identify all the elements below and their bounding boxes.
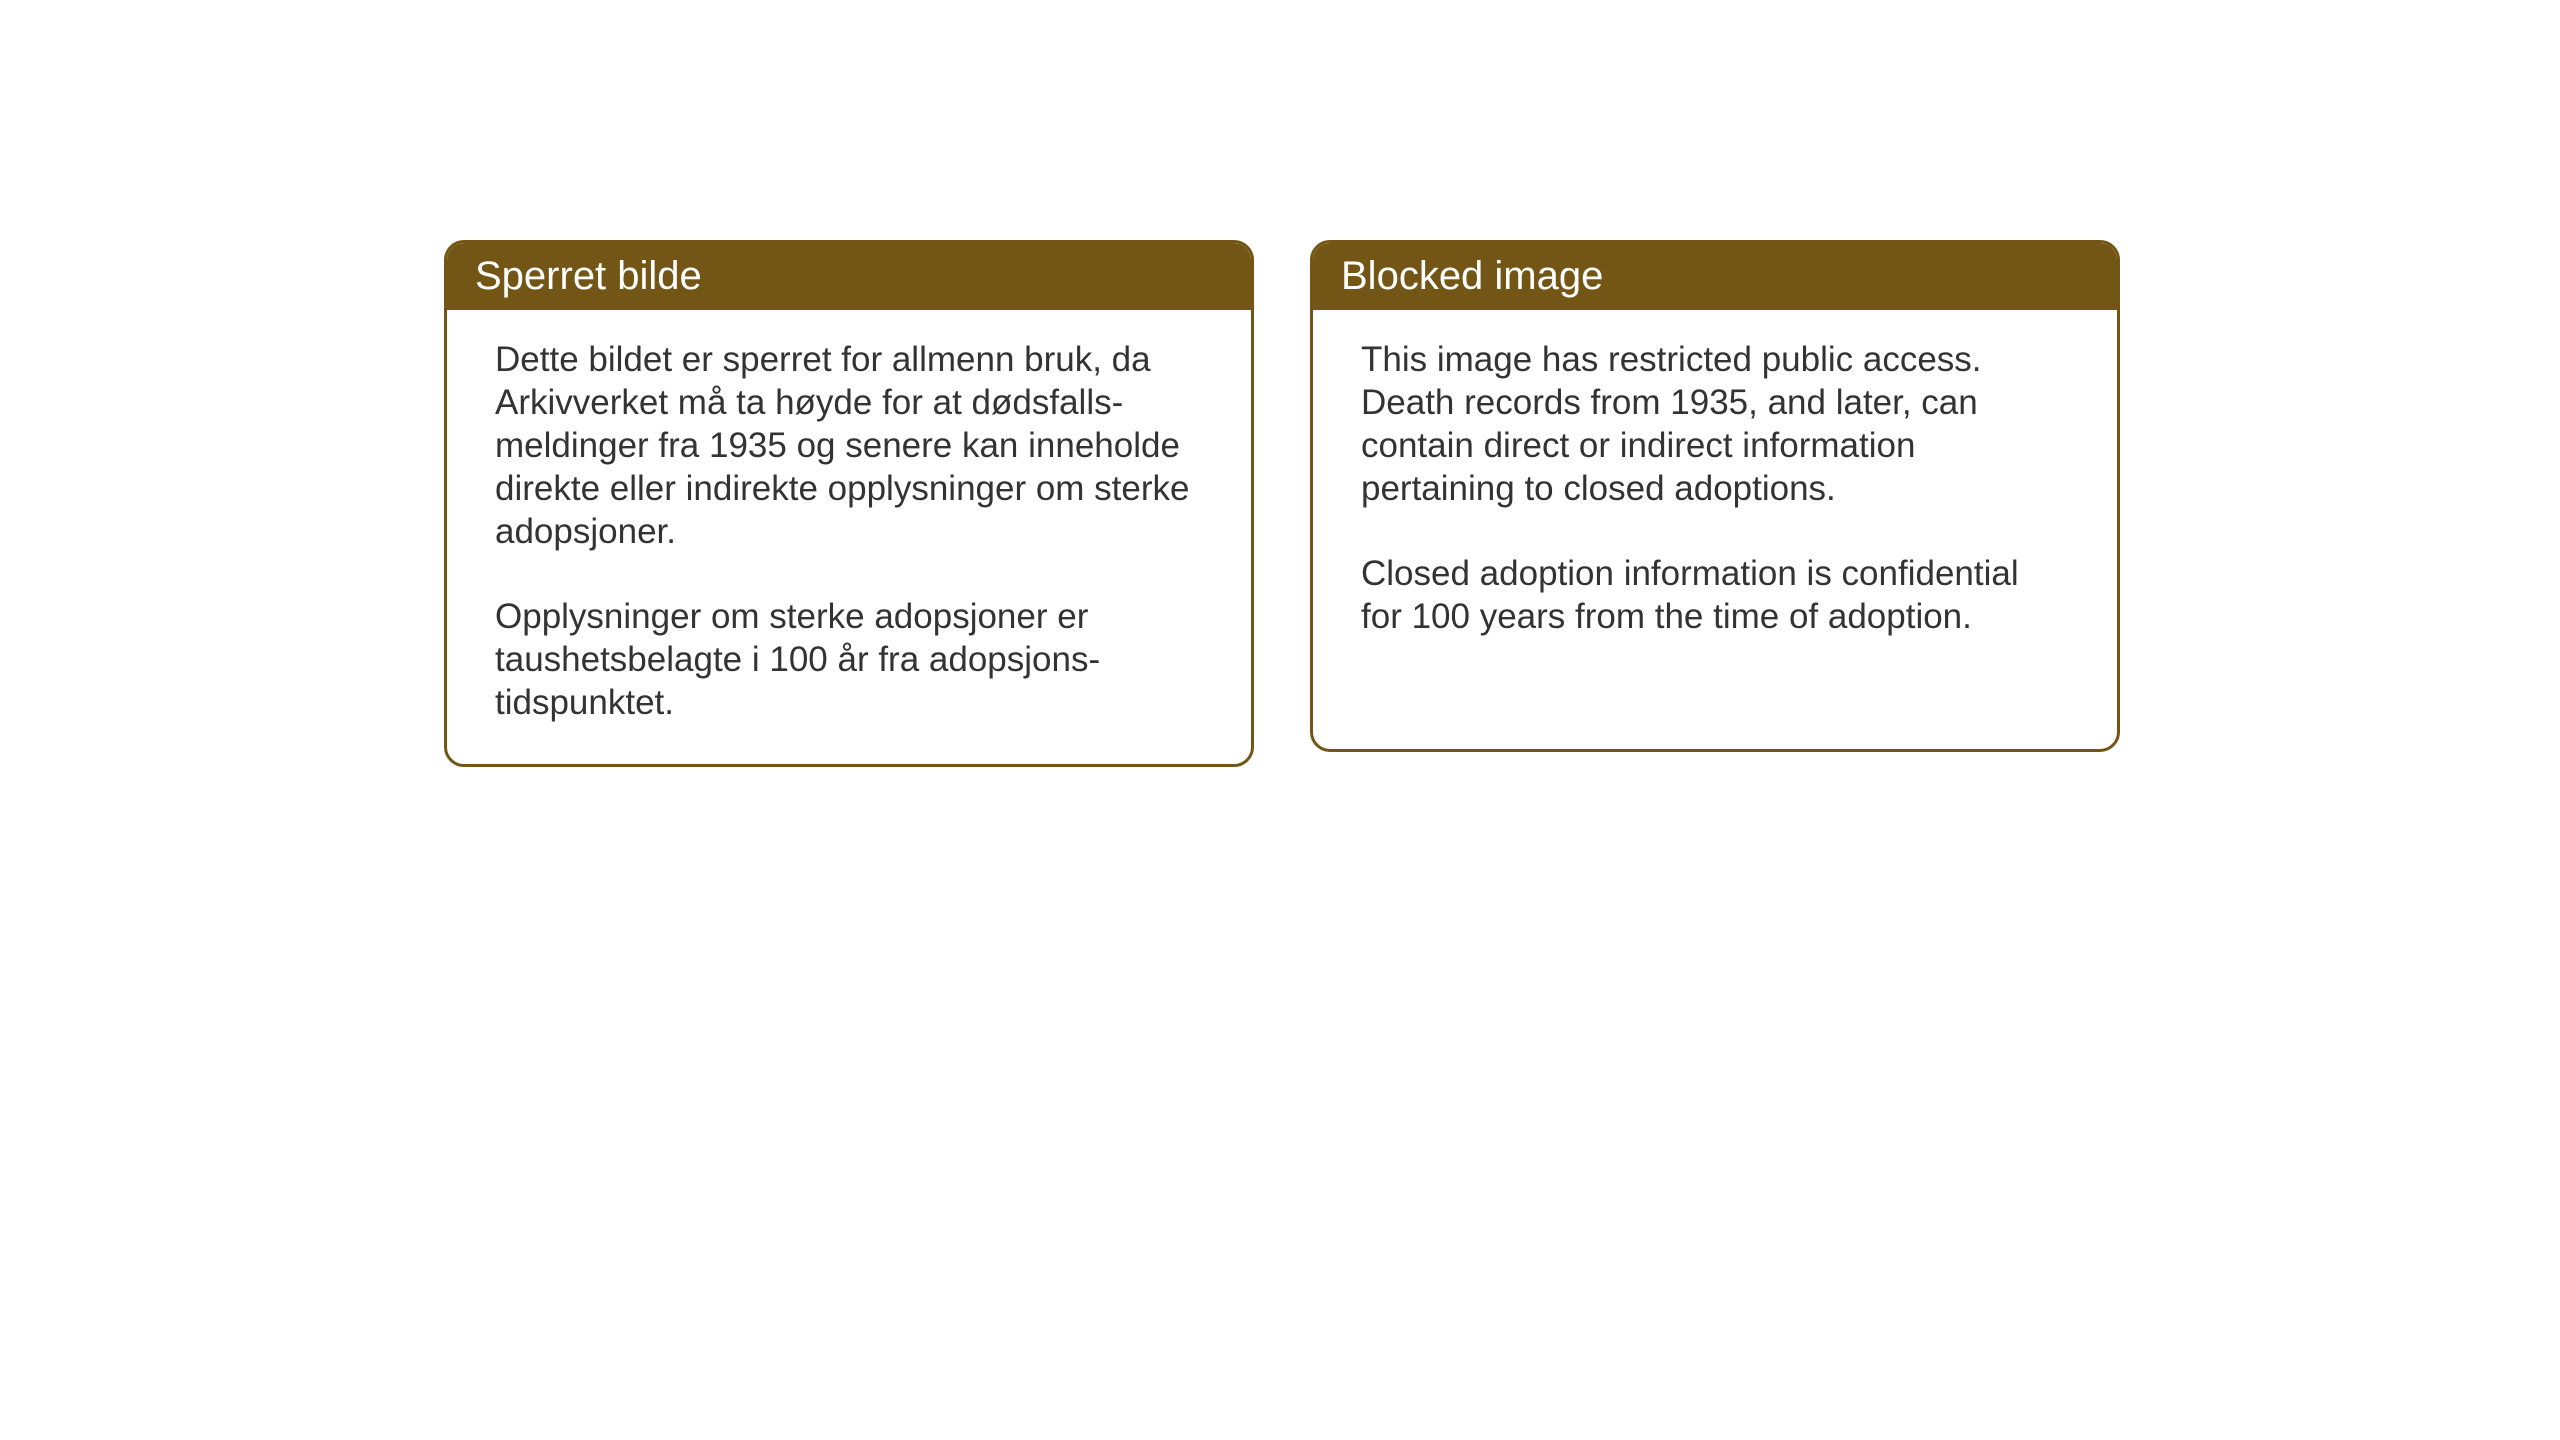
notice-card-english: Blocked image This image has restricted … <box>1310 240 2120 752</box>
card-body-english: This image has restricted public access.… <box>1313 310 2117 678</box>
card-header-norwegian: Sperret bilde <box>447 243 1251 310</box>
card-header-english: Blocked image <box>1313 243 2117 310</box>
card-paragraph-1-norwegian: Dette bildet er sperret for allmenn bruk… <box>495 338 1203 553</box>
notice-card-norwegian: Sperret bilde Dette bildet er sperret fo… <box>444 240 1254 767</box>
card-body-norwegian: Dette bildet er sperret for allmenn bruk… <box>447 310 1251 764</box>
card-paragraph-2-english: Closed adoption information is confident… <box>1361 552 2069 638</box>
card-title-norwegian: Sperret bilde <box>475 254 702 298</box>
notice-cards-container: Sperret bilde Dette bildet er sperret fo… <box>444 240 2120 767</box>
card-title-english: Blocked image <box>1341 254 1603 298</box>
card-paragraph-1-english: This image has restricted public access.… <box>1361 338 2069 510</box>
card-paragraph-2-norwegian: Opplysninger om sterke adopsjoner er tau… <box>495 595 1203 724</box>
